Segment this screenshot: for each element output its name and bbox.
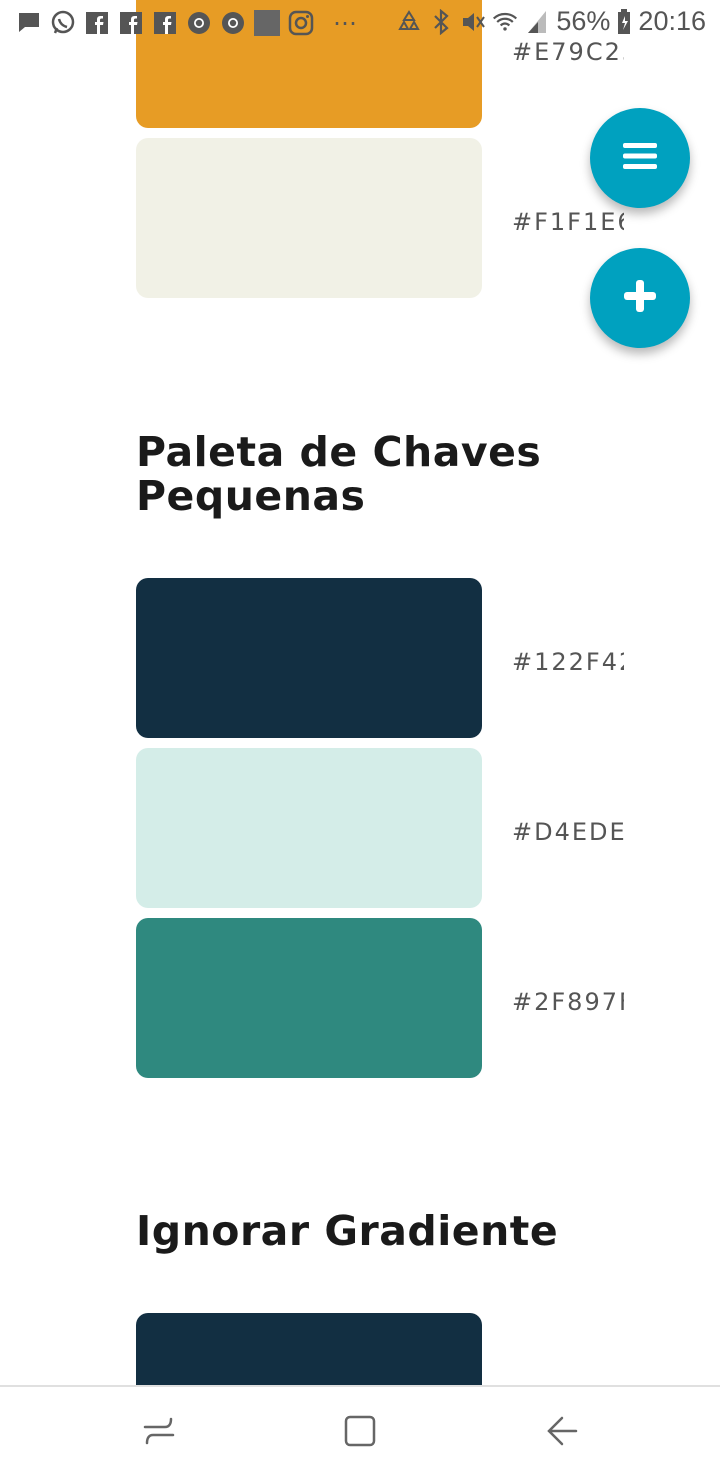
home-icon — [342, 1413, 378, 1454]
status-bar: ⋯ 56% 20:16 — [0, 0, 720, 48]
color-swatch[interactable] — [136, 578, 482, 738]
facebook-icon — [84, 10, 110, 36]
gallery-icon — [254, 10, 280, 36]
whatsapp-icon — [50, 10, 76, 36]
hex-label: #122F42 — [512, 648, 624, 676]
bluetooth-icon — [428, 8, 454, 35]
color-swatch[interactable] — [136, 1313, 482, 1385]
chrome-icon — [220, 10, 246, 36]
color-swatch[interactable] — [136, 138, 482, 298]
battery-percent: 56% — [556, 6, 611, 36]
chrome-icon — [186, 10, 212, 36]
color-swatch[interactable] — [136, 748, 482, 908]
recycle-icon — [396, 9, 422, 35]
hex-label: #E79C25 — [512, 38, 624, 66]
wifi-icon — [492, 9, 518, 35]
facebook-icon — [152, 10, 178, 36]
instagram-icon — [288, 10, 314, 36]
mute-icon — [460, 9, 486, 35]
palette-title: Ignorar Gradiente — [136, 1207, 559, 1255]
navigation-bar — [0, 1385, 720, 1482]
color-swatch[interactable] — [136, 918, 482, 1078]
hex-label: #2F897F — [512, 988, 624, 1016]
home-button[interactable] — [340, 1413, 380, 1453]
signal-icon — [524, 9, 550, 35]
add-fab-button[interactable] — [590, 248, 690, 348]
plus-icon — [623, 279, 657, 318]
hex-label: #F1F1E6 — [512, 208, 624, 236]
more-notifications-icon: ⋯ — [333, 9, 357, 37]
facebook-icon — [118, 10, 144, 36]
palette-title: Paleta de Chaves Pequenas — [136, 428, 542, 520]
clock: 20:16 — [638, 6, 706, 36]
message-icon — [16, 10, 42, 36]
back-button[interactable] — [542, 1413, 582, 1453]
palette-list[interactable]: #E79C25 #F1F1E6 Paleta de Chaves Pequena… — [0, 0, 720, 1385]
battery-icon — [616, 8, 632, 35]
back-icon — [544, 1413, 580, 1454]
recent-apps-button[interactable] — [139, 1413, 179, 1453]
hex-label: #D4EDE8 — [512, 818, 624, 846]
menu-icon — [622, 141, 658, 176]
menu-fab-button[interactable] — [590, 108, 690, 208]
recent-apps-icon — [141, 1413, 177, 1454]
